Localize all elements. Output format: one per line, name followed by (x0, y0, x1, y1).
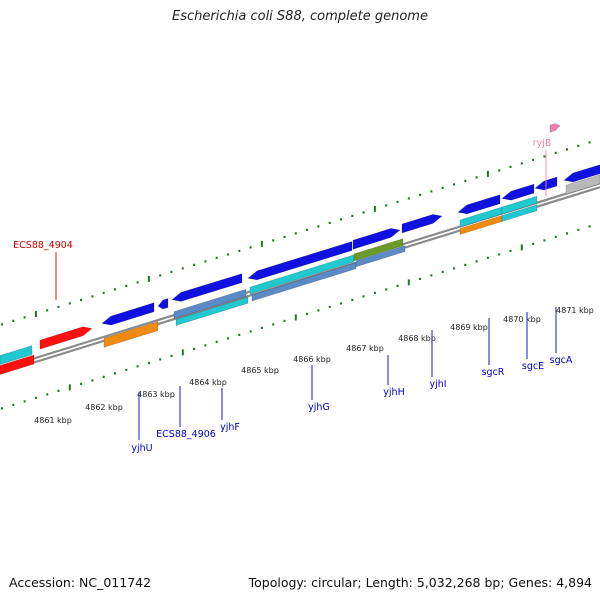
gene-label: sgcA (550, 355, 573, 366)
kbp-label: 4871 kbp (556, 306, 594, 315)
gene-arrow (171, 273, 243, 302)
gene-arrow (353, 238, 404, 262)
genome-summary-text: Topology: circular; Length: 5,032,268 bp… (248, 575, 592, 590)
gene-label: yjhH (383, 387, 404, 398)
kbp-label: 4862 kbp (85, 403, 123, 412)
gene-arrow (501, 204, 538, 222)
page-title: Escherichia coli S88, complete genome (172, 9, 428, 24)
gene-arrow (549, 123, 561, 133)
gene-arrow (173, 288, 247, 320)
gene-arrow (175, 296, 249, 326)
gene-arrow (103, 321, 159, 348)
gene-arrow (565, 174, 600, 195)
gene-label: yjhI (429, 379, 446, 390)
kbp-label: 4861 kbp (34, 416, 72, 425)
gene-arrow (355, 245, 406, 268)
gene-arrow (501, 195, 538, 215)
gene-arrow (39, 326, 93, 350)
gene-label: yjhF (220, 422, 240, 433)
gene-arrow (401, 214, 443, 234)
kbp-label: 4863 kbp (137, 390, 175, 399)
kbp-label: 4866 kbp (293, 355, 331, 364)
kbp-label: 4867 kbp (346, 344, 384, 353)
kbp-label: 4868 kbp (398, 334, 436, 343)
gene-arrow (563, 164, 600, 183)
kbp-label: 4869 kbp (450, 323, 488, 332)
kbp-label: 4870 kbp (503, 315, 541, 324)
gene-arrow (352, 228, 401, 250)
accession-text: Accession: NC_011742 (9, 575, 152, 590)
gene-arrow (0, 345, 33, 365)
gene-label: yjhG (308, 402, 330, 413)
gene-label: yjhU (131, 443, 152, 454)
gene-arrow (249, 254, 355, 295)
gene-arrow (101, 302, 155, 326)
gene-arrow (157, 298, 169, 310)
gene-arrow (0, 354, 35, 375)
kbp-label: 4865 kbp (241, 366, 279, 375)
gene-arrow (457, 194, 501, 215)
gene-label: sgcR (482, 367, 505, 378)
gene-arrow (251, 262, 357, 302)
gene-label: ECS88_4906 (156, 429, 216, 440)
gene-arrow (247, 241, 353, 281)
gene-label: sgcE (522, 361, 544, 372)
gene-label: ECS88_4904 (13, 240, 73, 251)
gene-arrow (501, 183, 535, 201)
kbp-label: 4864 kbp (189, 378, 227, 387)
gene-label: ryjB (533, 138, 552, 149)
